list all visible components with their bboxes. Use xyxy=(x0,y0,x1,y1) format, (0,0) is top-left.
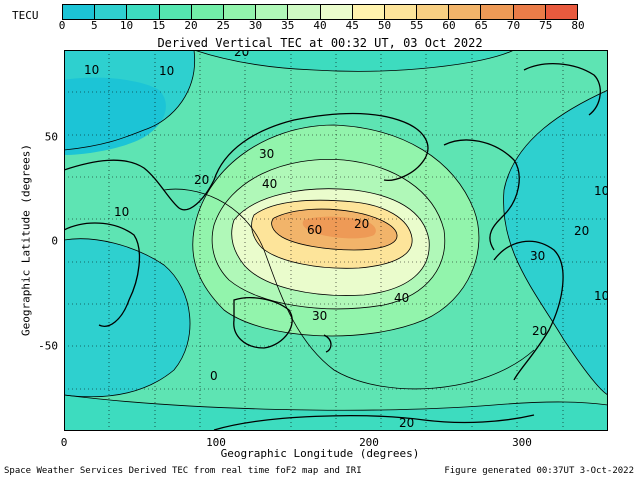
colorbar-segment xyxy=(288,5,321,19)
continent-outlines xyxy=(64,63,601,431)
colorbar-segment xyxy=(95,5,128,19)
colorbar-tick-label: 35 xyxy=(281,19,295,32)
map-border xyxy=(64,50,608,431)
contour-label: 10 xyxy=(594,289,608,303)
colorbar-tick-label: 10 xyxy=(119,19,134,32)
contour-label: 60 xyxy=(307,223,322,237)
contour-label: 20 xyxy=(532,324,547,338)
colorbar xyxy=(62,4,578,20)
colorbar-tick-label: 40 xyxy=(313,19,327,32)
colorbar-tick-label: 25 xyxy=(216,19,230,32)
colorbar-segment xyxy=(223,5,257,19)
contour-label: 0 xyxy=(210,369,218,383)
y-tick-label: -50 xyxy=(38,339,58,353)
colorbar-segment xyxy=(127,5,160,19)
x-tick-label: 300 xyxy=(512,436,532,449)
colorbar-segment xyxy=(320,5,353,19)
footer-credit: Space Weather Services Derived TEC from … xyxy=(4,466,362,476)
footer-timestamp: Figure generated 00:37UT 3-Oct-2022 xyxy=(444,466,634,476)
colorbar-tick-label: 65 xyxy=(474,19,488,32)
colorbar-tick-labels: 0 5 10 15 20 25 30 35 40 45 50 55 60 65 70 75 80 xyxy=(58,19,585,32)
colorbar-segment xyxy=(513,5,546,19)
y-tick-label: 0 xyxy=(51,234,58,248)
contour-lines xyxy=(64,50,608,411)
contour-label: 10 xyxy=(84,63,99,77)
x-tick-label: 100 xyxy=(206,436,226,449)
contour-label: 20 xyxy=(194,173,209,187)
contour-label: 40 xyxy=(394,291,409,305)
colorbar-segment xyxy=(191,5,224,19)
colorbar-segment xyxy=(63,5,96,19)
colorbar-tick-label: 50 xyxy=(377,19,392,32)
graticule xyxy=(64,50,608,431)
colorbar-tick-label: 75 xyxy=(539,19,553,32)
colorbar-tick-label: 5 xyxy=(90,19,98,32)
y-tick-label: 50 xyxy=(44,130,58,144)
y-axis-label: Geographic Latitude (degrees) xyxy=(19,143,33,337)
contour-label: 10 xyxy=(594,184,608,198)
tec-band-low-north xyxy=(194,50,514,72)
contour-label: 10 xyxy=(159,64,174,78)
colorbar-tick-label: 30 xyxy=(248,19,263,32)
contour-labels: 10 20 20 10 30 40 60 20 30 40 30 10 20 0 20 10 20 10 xyxy=(84,50,608,430)
contour-label: 30 xyxy=(530,249,545,263)
contour-label: 10 xyxy=(114,205,129,219)
colorbar-segment xyxy=(384,5,418,19)
colorbar-segment xyxy=(449,5,482,19)
tec-band-65 xyxy=(302,216,376,239)
x-tick-label: 0 xyxy=(60,436,68,449)
contour-label: 20 xyxy=(234,50,249,59)
colorbar-segment xyxy=(481,5,514,19)
colorbar-tick-label: 0 xyxy=(58,19,66,32)
map-title: Derived Vertical TEC at 00:32 UT, 03 Oct… xyxy=(157,36,483,50)
colorbar-segment xyxy=(256,5,289,19)
tec-map: 10 20 20 10 30 40 60 20 30 40 30 10 20 0 20 10 20 10 xyxy=(64,50,608,431)
colorbar-tick-label: 20 xyxy=(184,19,198,32)
colorbar-tick-label: 60 xyxy=(442,19,456,32)
colorbar-tick-label: 70 xyxy=(506,19,521,32)
colorbar-segment xyxy=(545,5,577,19)
colorbar-tick-label: 45 xyxy=(345,19,359,32)
colorbar-unit-label: TECU xyxy=(12,9,39,22)
colorbar-tick-label: 80 xyxy=(571,19,585,32)
tec-band-low-west-inner xyxy=(64,77,166,155)
contour-label: 20 xyxy=(354,217,369,231)
tec-band-low-southwest xyxy=(64,238,191,397)
colorbar-tick-label: 15 xyxy=(152,19,166,32)
colorbar-segment xyxy=(417,5,450,19)
contour-label: 30 xyxy=(259,147,274,161)
contour-label: 30 xyxy=(312,309,327,323)
contour-label: 20 xyxy=(399,416,414,430)
colorbar-segment xyxy=(352,5,385,19)
contour-label: 20 xyxy=(574,224,589,238)
x-axis-label: Geographic Longitude (degrees) xyxy=(220,447,420,460)
x-tick-label: 200 xyxy=(359,436,379,449)
colorbar-segment xyxy=(159,5,192,19)
tec-band-low-east xyxy=(503,90,608,395)
contour-label: 40 xyxy=(262,177,277,191)
colorbar-tick-label: 55 xyxy=(410,19,424,32)
